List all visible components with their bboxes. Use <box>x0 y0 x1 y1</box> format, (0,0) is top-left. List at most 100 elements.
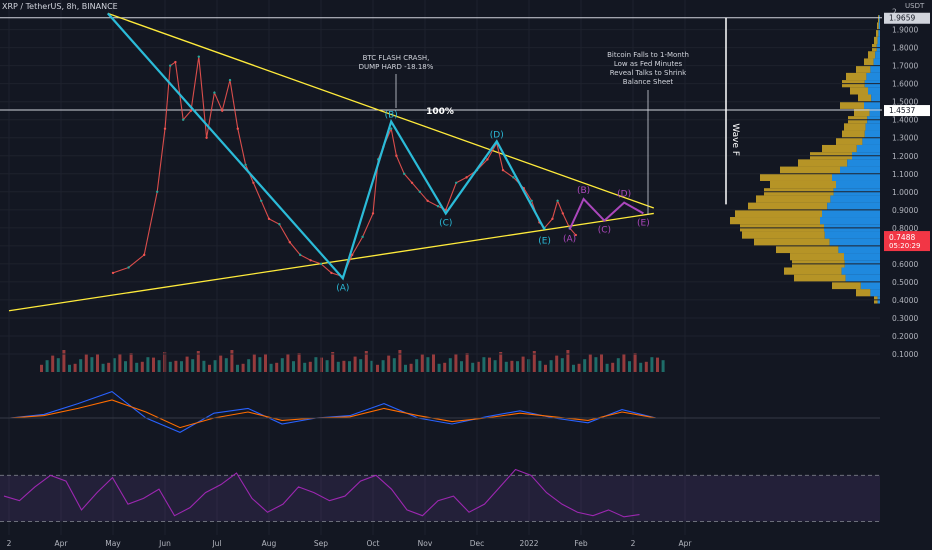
price-tick-label: 0.4000 <box>892 296 918 305</box>
volume-profile-bar-down <box>836 137 863 145</box>
price-point <box>501 168 505 172</box>
wave-f-label: Wave F <box>730 123 740 156</box>
volume-bar <box>90 357 94 372</box>
volume-profile-bar-up <box>844 253 880 261</box>
volume-bar <box>504 361 508 372</box>
volume-profile-bar-down <box>735 209 822 218</box>
price-tick-label: 1.9000 <box>892 26 918 35</box>
volume-bar <box>336 361 340 372</box>
volume-bar <box>381 360 385 372</box>
volume-bar <box>213 360 217 372</box>
current-price-badge <box>884 231 930 252</box>
volume-bar <box>605 363 609 372</box>
time-tick-label: Apr <box>679 539 693 548</box>
price-point <box>330 271 333 275</box>
rsi-line <box>3 468 640 518</box>
volume-bar <box>577 363 581 372</box>
volume-bar <box>488 357 491 372</box>
price-tick-label: 1.6000 <box>892 80 918 89</box>
price-point <box>361 235 364 239</box>
volume-bar <box>152 357 155 372</box>
volume-bar <box>280 358 284 372</box>
volume-profile-bar-down <box>856 289 871 297</box>
volume-profile-bar-up <box>864 130 880 138</box>
countdown-label: 05:20:29 <box>889 242 920 250</box>
projection-path <box>568 197 644 231</box>
annotation-text: Reveal Talks to Shrink <box>610 69 687 77</box>
volume-bar <box>331 352 335 372</box>
volume-profile-bar-down <box>742 231 825 239</box>
price-point <box>221 109 224 112</box>
volume-profile-bar-up <box>822 209 880 218</box>
volume-bar <box>594 357 598 372</box>
current-price-label: 0.7488 <box>889 233 915 242</box>
volume-profile-bar-up <box>841 267 880 275</box>
price-point <box>213 91 216 94</box>
volume-profile-bar-up <box>829 238 880 246</box>
price-point <box>169 64 172 67</box>
price-point <box>418 190 421 194</box>
price-point <box>319 262 323 266</box>
projection-label: (D) <box>617 190 631 200</box>
volume-bar <box>292 361 295 372</box>
price-tick-label: 1.4000 <box>892 116 918 125</box>
price-pane[interactable]: 100% Wave F (A) (B) (C) (D) (E) (A) (B) (C) (D) (E)… <box>0 0 882 535</box>
volume-bar <box>51 355 55 372</box>
volume-profile-bar-up <box>869 108 880 117</box>
volume-bar <box>45 360 49 372</box>
price-point <box>111 271 115 275</box>
volume-profile-bar-up <box>838 245 880 254</box>
volume-bar <box>560 358 564 372</box>
volume-profile-bar-down <box>790 253 844 261</box>
volume-bar <box>644 361 648 372</box>
wave-label: (D) <box>490 130 504 140</box>
price-tick-label: 0.3000 <box>892 314 918 323</box>
volume-bar <box>432 354 435 372</box>
volume-profile-bar-up <box>865 123 880 131</box>
price-tick-label: 1.0000 <box>892 188 918 197</box>
price-point <box>143 253 146 257</box>
time-tick-label: Apr <box>55 539 69 548</box>
volume-profile-bar-down <box>840 101 864 109</box>
wave-path <box>106 12 546 281</box>
price-point <box>556 199 559 203</box>
volume-bar <box>258 357 262 372</box>
volume-profile-bar-down <box>874 36 878 45</box>
volume-bar <box>96 354 99 372</box>
price-point <box>574 233 577 237</box>
price-axis[interactable]: 2 1.9000 1.8000 1.7000 1.6000 1.5000 1.4000 1.3… <box>882 0 932 550</box>
price-tick-label: 1.3000 <box>892 134 918 143</box>
price-point <box>174 60 177 64</box>
volume-profile-bar-up <box>870 289 880 297</box>
volume-bar <box>124 361 127 372</box>
price-point <box>156 190 159 194</box>
price-tick-label: 1.8000 <box>892 44 918 53</box>
triangle-upper-line <box>107 12 655 209</box>
volume-bar <box>219 355 223 372</box>
price-point <box>403 172 406 175</box>
volume-profile-bar-up <box>820 217 880 225</box>
price-tick-label: 0.5000 <box>892 278 918 287</box>
level-100-label: 100% <box>426 107 454 117</box>
volume-profile-bar-down <box>780 166 840 174</box>
volume-bar <box>510 360 514 372</box>
volume-bar <box>392 358 396 372</box>
price-point <box>530 199 533 203</box>
price-point <box>512 176 515 179</box>
time-axis[interactable]: 2 Apr May Jun Jul Aug Sep Oct Nov Dec 2022 Feb 2 Apr <box>7 539 693 548</box>
volume-profile-bar-up <box>875 51 880 59</box>
level-100-price-label: 1.4537 <box>889 106 915 115</box>
volume-profile-bar-up <box>860 281 880 290</box>
volume-profile-bar-down <box>846 72 867 81</box>
time-tick-label: 2 <box>631 539 636 548</box>
time-tick-label: Feb <box>574 539 588 548</box>
volume-bar <box>308 361 312 372</box>
volume-bar <box>79 359 83 372</box>
price-tick-label: 1.2000 <box>892 152 918 161</box>
volume-bar <box>398 350 402 372</box>
volume-bar <box>622 353 626 372</box>
volume-bar <box>370 360 374 372</box>
volume-bar <box>538 360 542 372</box>
volume-bar <box>471 362 475 372</box>
